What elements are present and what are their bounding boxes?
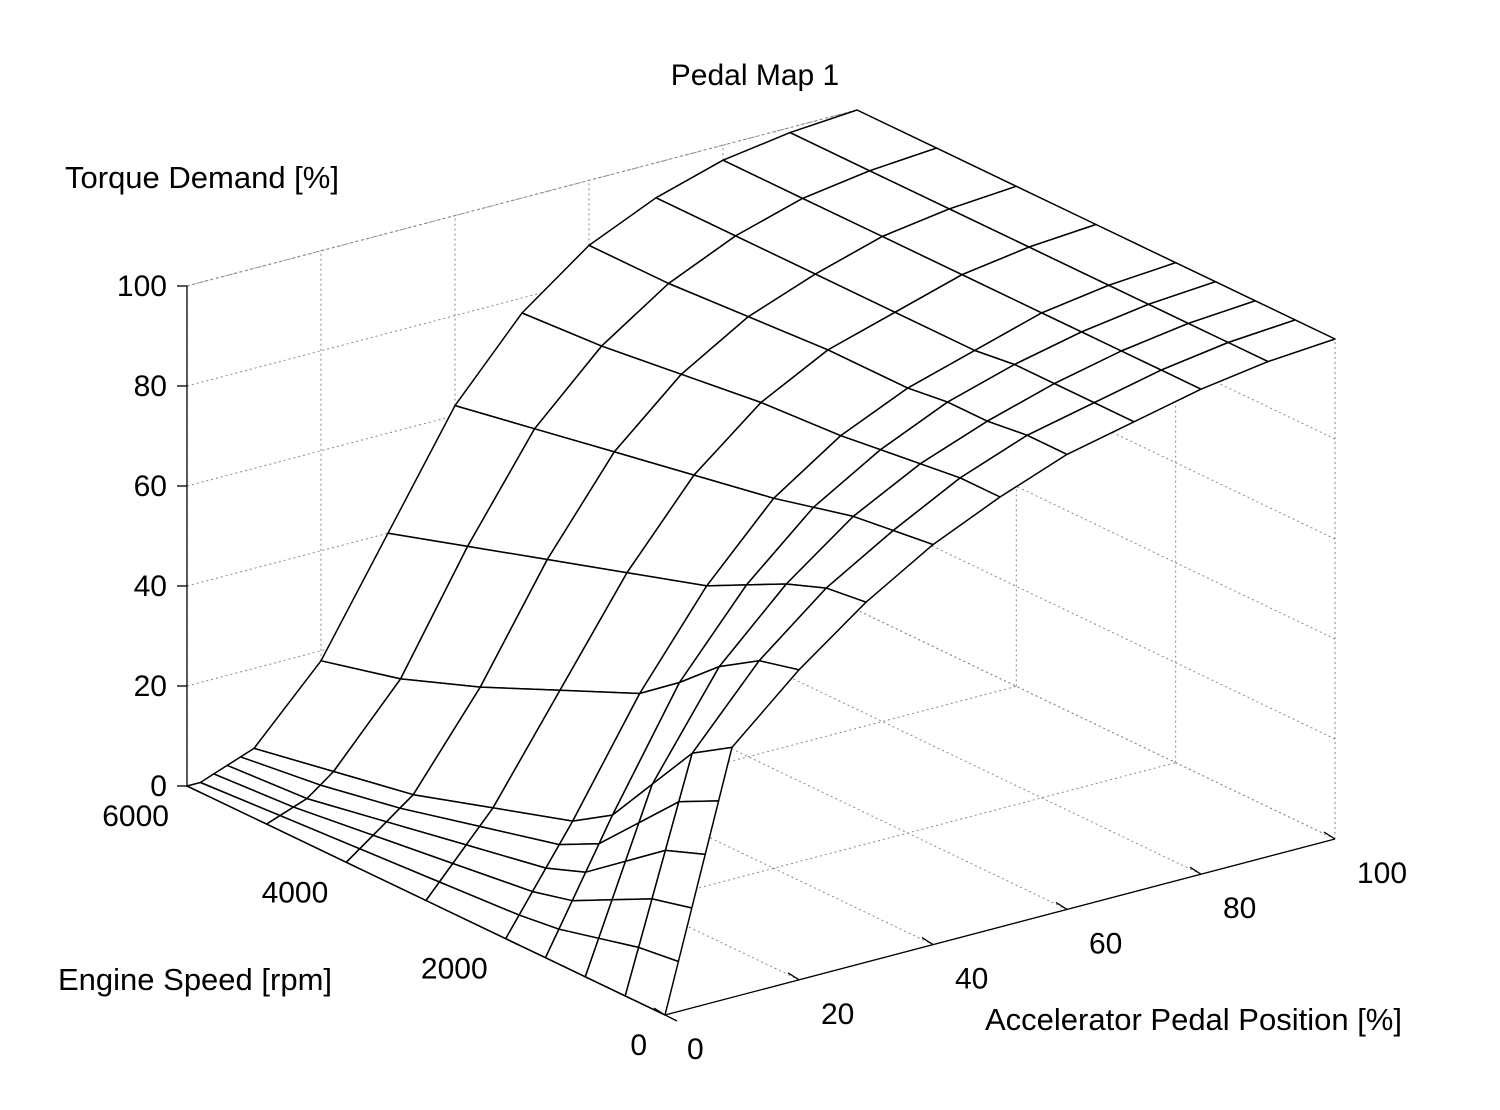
y-tick-label: 4000: [262, 876, 329, 909]
wall-grid-horizontal: [856, 609, 1336, 840]
y-tick-mark: [346, 861, 359, 869]
x-tick-label: 80: [1223, 892, 1256, 925]
x-tick-label: 60: [1089, 927, 1122, 960]
wall-grid-horizontal: [856, 509, 1336, 740]
x-tick-label: 20: [821, 998, 854, 1031]
wall-grid-horizontal: [186, 209, 858, 387]
y-tick-mark: [186, 785, 200, 793]
x-tick-mark: [653, 1007, 666, 1016]
x-tick-mark: [1323, 831, 1336, 840]
axes-front: [176, 285, 1336, 1022]
x-axis-line: [664, 838, 1336, 1016]
x-tick-mark: [1055, 901, 1068, 910]
x-tick-mark: [1189, 866, 1202, 875]
y-tick-mark: [664, 1014, 678, 1022]
y-axis-line: [186, 785, 666, 1016]
z-tick-label: 80: [134, 370, 167, 403]
y-tick-mark: [505, 938, 518, 946]
floor-grid-pedal: [722, 644, 1202, 875]
y-tick-label: 0: [630, 1029, 647, 1062]
z-axis-label: Torque Demand [%]: [65, 160, 339, 195]
chart-title: Pedal Map 1: [671, 59, 839, 92]
z-tick-label: 40: [134, 570, 167, 603]
z-tick-label: 100: [117, 270, 167, 303]
x-tick-label: 40: [955, 963, 988, 996]
x-tick-mark: [787, 972, 800, 981]
z-tick-label: 0: [150, 770, 167, 803]
y-tick-label: 6000: [102, 800, 169, 833]
z-tick-label: 60: [134, 470, 167, 503]
x-tick-label: 100: [1357, 857, 1407, 890]
x-tick-label: 0: [687, 1033, 704, 1066]
z-tick-label: 20: [134, 670, 167, 703]
x-tick-mark: [921, 937, 934, 946]
y-tick-label: 2000: [421, 953, 488, 986]
y-axis-label: Engine Speed [rpm]: [58, 962, 332, 997]
surface-mesh: [186, 109, 1336, 1016]
wall-grid-horizontal: [186, 109, 858, 287]
x-axis-label: Accelerator Pedal Position [%]: [985, 1002, 1402, 1037]
